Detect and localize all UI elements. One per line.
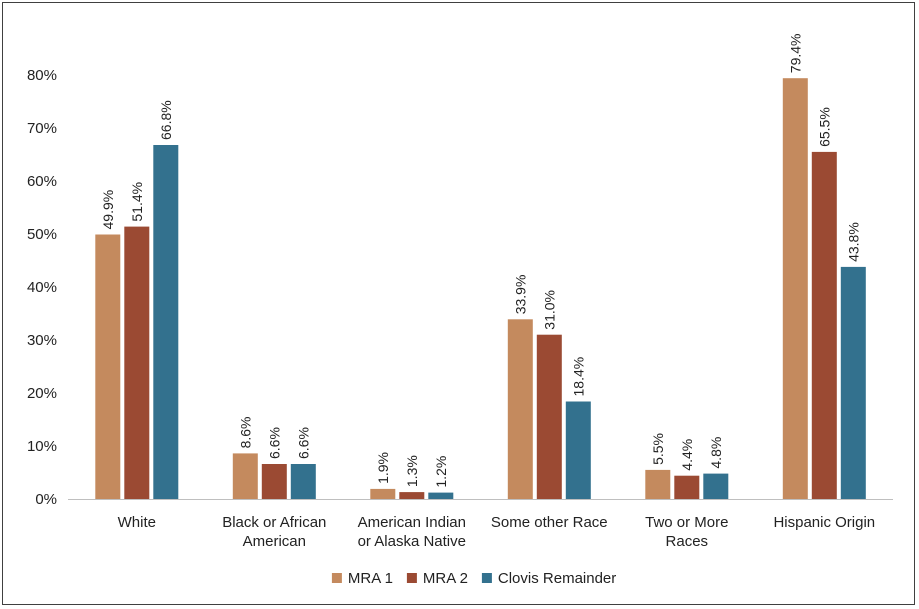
- bar-clovis-remainder: [840, 266, 866, 499]
- category-label: Two or More Races: [645, 514, 728, 550]
- data-label: 79.4%: [787, 33, 803, 73]
- bar-mra-2: [674, 475, 700, 499]
- legend-label-mra-1: MRA 1: [348, 570, 393, 587]
- category-label: White: [118, 514, 156, 531]
- x-axis: White Black or African American American In…: [68, 499, 893, 550]
- bar-mra-2: [124, 226, 150, 499]
- bar-clovis-remainder: [290, 464, 316, 499]
- bar-mra-1: [645, 469, 671, 499]
- data-label: 8.6%: [237, 416, 253, 448]
- data-label: 5.5%: [650, 433, 666, 465]
- data-label: 18.4%: [570, 357, 586, 397]
- category-label: Some other Race: [491, 514, 608, 531]
- bar-mra-1: [370, 488, 396, 499]
- data-label: 33.9%: [512, 275, 528, 315]
- bar-mra-2: [536, 334, 562, 499]
- data-label: 43.8%: [845, 222, 861, 262]
- y-tick-label: 10%: [27, 438, 57, 455]
- bars: [95, 78, 866, 499]
- category-label: American Indian or Alaska Native: [358, 514, 466, 550]
- data-label: 49.9%: [100, 190, 116, 230]
- data-label: 31.0%: [541, 290, 557, 330]
- bar-mra-1: [782, 78, 808, 499]
- category-label: Hispanic Origin: [773, 514, 875, 531]
- bar-mra-1: [507, 319, 533, 499]
- y-tick-label: 50%: [27, 226, 57, 243]
- data-label: 1.9%: [375, 452, 391, 484]
- data-label: 66.8%: [158, 100, 174, 140]
- data-label: 51.4%: [129, 182, 145, 222]
- bar-mra-2: [811, 151, 837, 499]
- bar-mra-2: [399, 492, 425, 499]
- legend-swatch-clovis-remainder: [481, 573, 492, 583]
- bar-mra-2: [261, 464, 287, 499]
- y-axis: 0% 10% 20% 30% 40% 50% 60% 70% 80%: [27, 67, 57, 508]
- y-tick-label: 60%: [27, 173, 57, 190]
- y-tick-label: 30%: [27, 332, 57, 349]
- data-label: 4.8%: [708, 437, 724, 469]
- data-label: 1.3%: [404, 455, 420, 487]
- data-label: 4.4%: [679, 439, 695, 471]
- y-tick-label: 0%: [35, 491, 57, 508]
- legend-label-mra-2: MRA 2: [423, 570, 468, 587]
- bar-clovis-remainder: [428, 492, 454, 499]
- data-label: 6.6%: [295, 427, 311, 459]
- data-label: 1.2%: [433, 456, 449, 488]
- y-tick-label: 80%: [27, 67, 57, 84]
- data-label: 65.5%: [816, 107, 832, 147]
- data-labels: 49.9% 51.4% 66.8% 8.6% 6.6% 6.6% 1.9% 1.3% 1.2% 3…: [100, 33, 861, 488]
- category-label: Black or African American: [222, 514, 326, 550]
- legend-swatch-mra-1: [331, 573, 342, 583]
- bar-mra-1: [95, 234, 121, 499]
- legend-label-clovis-remainder: Clovis Remainder: [498, 570, 616, 587]
- legend: MRA 1 MRA 2 Clovis Remainder: [331, 570, 616, 587]
- legend-swatch-mra-2: [406, 573, 417, 583]
- bar-clovis-remainder: [153, 145, 179, 499]
- bar-mra-1: [232, 453, 258, 499]
- bar-clovis-remainder: [703, 473, 729, 499]
- data-label: 6.6%: [266, 427, 282, 459]
- y-tick-label: 70%: [27, 120, 57, 137]
- y-tick-label: 20%: [27, 385, 57, 402]
- y-tick-label: 40%: [27, 279, 57, 296]
- bar-clovis-remainder: [565, 401, 591, 499]
